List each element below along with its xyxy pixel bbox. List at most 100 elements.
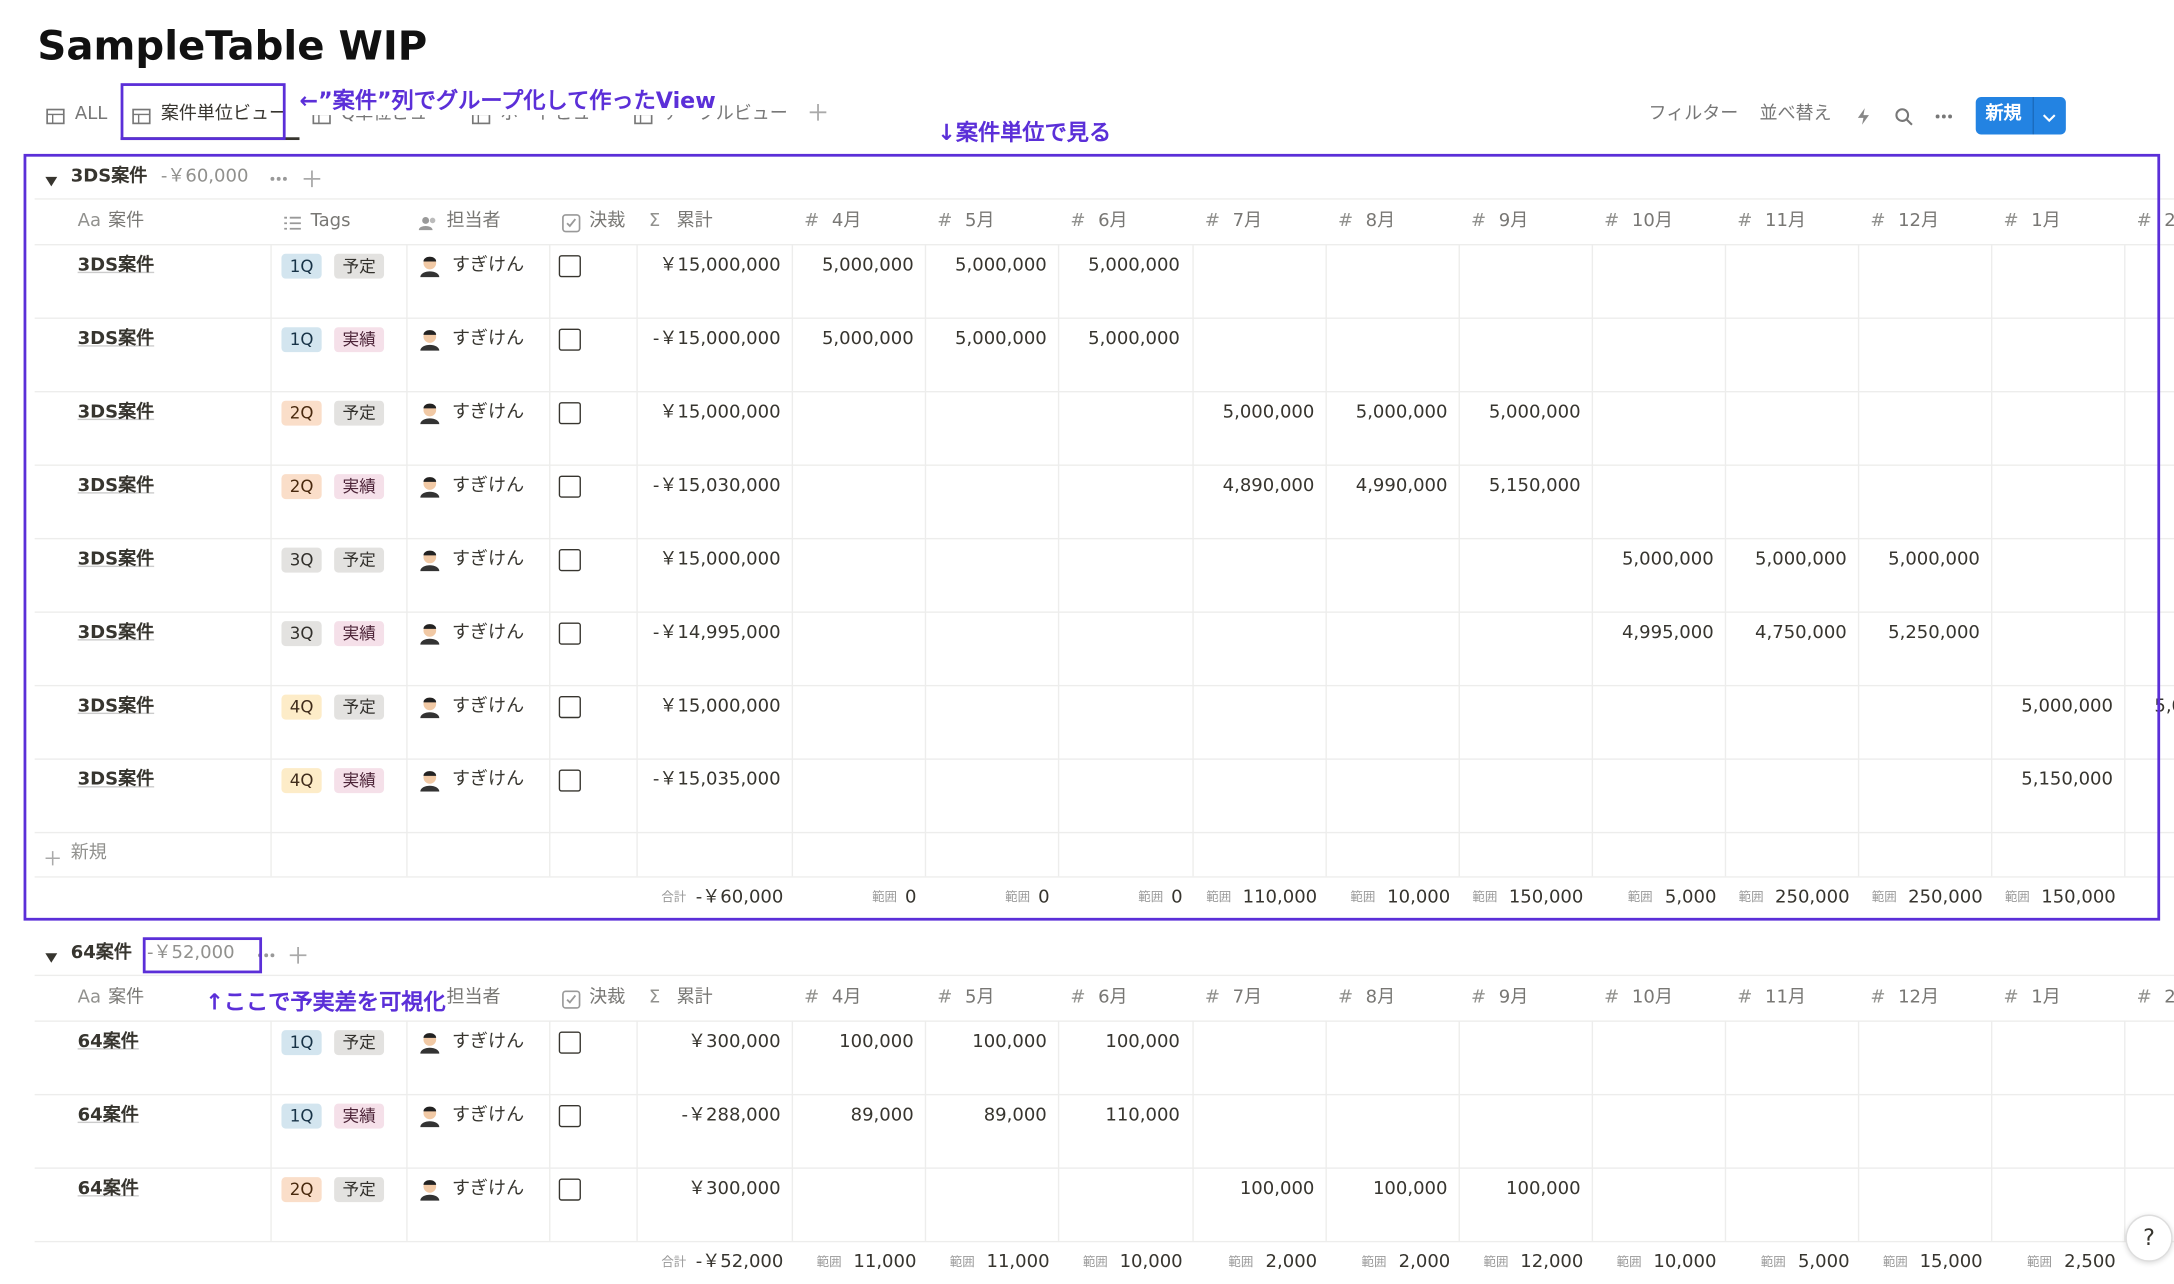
checkbox[interactable] bbox=[558, 402, 581, 425]
tag-pill: 3Q bbox=[281, 621, 322, 647]
footer-label: 範囲 bbox=[872, 891, 898, 906]
group-add bbox=[288, 944, 307, 964]
column-border bbox=[406, 1020, 408, 1241]
footer-label: 範囲 bbox=[2004, 891, 2030, 906]
footer-value: 0 bbox=[1038, 887, 1050, 909]
annotation-text: ↑ここで予実差を可視化 bbox=[205, 983, 446, 1017]
row-name: 3DS案件 bbox=[77, 402, 155, 423]
tag-pill: 実績 bbox=[334, 327, 385, 353]
row-border bbox=[34, 1167, 2174, 1169]
footer-value: 0 bbox=[904, 887, 917, 909]
month-cell: 5,000,000 bbox=[2021, 696, 2113, 717]
checkbox[interactable] bbox=[558, 255, 581, 278]
month-cell: 110,000 bbox=[1105, 1105, 1180, 1126]
column-border bbox=[636, 1020, 638, 1241]
group-toggle bbox=[43, 169, 60, 187]
group-toggle bbox=[43, 946, 60, 963]
footer-label: 範囲 bbox=[1005, 891, 1031, 906]
column-border bbox=[1724, 244, 1727, 877]
column-icon-svg bbox=[284, 216, 301, 230]
tag-pill: 1Q bbox=[281, 253, 322, 279]
tag-pill: 実績 bbox=[334, 474, 385, 500]
tag-pill: 予定 bbox=[334, 253, 385, 279]
footer-value: 2,000 bbox=[1265, 1251, 1318, 1273]
month-cell: 4,990,000 bbox=[1355, 475, 1448, 497]
new-button[interactable] bbox=[1975, 97, 2066, 135]
avatar bbox=[419, 549, 441, 572]
more-icon-svg bbox=[1935, 114, 1953, 119]
column-border bbox=[270, 244, 272, 877]
person-name: すぎけん bbox=[451, 549, 525, 570]
column-icon-svg bbox=[562, 990, 581, 1009]
toolbar-button[interactable]: 並べ替え bbox=[1759, 103, 1832, 125]
column-icon: # bbox=[2003, 987, 2019, 1008]
help-button[interactable]: ? bbox=[2125, 1214, 2173, 1262]
column-icon: # bbox=[1604, 987, 1620, 1008]
column-icon: # bbox=[1070, 210, 1086, 232]
checkbox[interactable] bbox=[558, 475, 581, 498]
month-cell: 100,000 bbox=[839, 1031, 914, 1053]
row-name: 64案件 bbox=[77, 1031, 139, 1053]
column-icon: # bbox=[2136, 987, 2152, 1008]
column-border bbox=[270, 1020, 272, 1241]
new-button-label[interactable]: 新規 bbox=[1985, 103, 2022, 125]
footer-label: 範囲 bbox=[2027, 1256, 2052, 1271]
column-icon: # bbox=[1337, 987, 1354, 1008]
column-border bbox=[2124, 1020, 2126, 1241]
group-more-svg bbox=[270, 176, 287, 181]
column-icon: # bbox=[1870, 210, 1886, 232]
footer-value: -￥52,000 bbox=[695, 1251, 784, 1273]
column-border bbox=[924, 1020, 927, 1241]
total-cell: ￥15,000,000 bbox=[659, 402, 781, 423]
footer-value: 150,000 bbox=[2041, 887, 2116, 909]
column-icon: # bbox=[1471, 987, 1487, 1008]
checkbox[interactable] bbox=[558, 1031, 581, 1054]
footer-label: 範囲 bbox=[1472, 891, 1498, 906]
group-name: 3DS案件 bbox=[70, 166, 148, 188]
checkbox[interactable] bbox=[558, 1105, 581, 1128]
add-view[interactable] bbox=[808, 101, 827, 121]
column-icon: # bbox=[1870, 987, 1886, 1008]
checkbox[interactable] bbox=[558, 328, 581, 351]
group-toggle-svg bbox=[45, 176, 58, 187]
tag-pill: 予定 bbox=[334, 1177, 385, 1203]
column-header: 4月 bbox=[831, 210, 862, 232]
column-border bbox=[1857, 1020, 1860, 1241]
column-border bbox=[1990, 244, 1993, 877]
toolbar-button[interactable]: フィルター bbox=[1648, 103, 1739, 125]
column-header: 1月 bbox=[2031, 210, 2061, 232]
column-header: 12月 bbox=[1898, 210, 1940, 232]
footer-label: 範囲 bbox=[1760, 1256, 1786, 1271]
month-cell: 4,890,000 bbox=[1222, 475, 1315, 497]
footer-value: 2,000 bbox=[1398, 1251, 1451, 1273]
add-row-icon bbox=[44, 846, 61, 866]
checkbox[interactable] bbox=[558, 1178, 581, 1201]
column-header: 案件 bbox=[108, 987, 145, 1008]
footer-value: -￥60,000 bbox=[695, 887, 784, 909]
checkbox[interactable] bbox=[558, 549, 581, 572]
column-icon: # bbox=[1070, 987, 1086, 1008]
footer-value: 2,500 bbox=[2064, 1251, 2116, 1273]
checkbox[interactable] bbox=[558, 622, 581, 645]
row-border bbox=[34, 244, 2174, 246]
view-tab[interactable]: ALL bbox=[74, 103, 108, 125]
column-icon: Σ bbox=[648, 210, 661, 232]
group-name: 64案件 bbox=[70, 942, 132, 964]
person-name: すぎけん bbox=[451, 696, 525, 717]
add-row[interactable]: 新規 bbox=[70, 842, 107, 864]
column-header: 6月 bbox=[1098, 210, 1128, 232]
column-border bbox=[636, 244, 638, 877]
view-tab[interactable]: 案件単位ビュー bbox=[160, 103, 288, 125]
column-header: 9月 bbox=[1498, 987, 1529, 1008]
footer-value: 0 bbox=[1171, 887, 1183, 909]
column-header: 8月 bbox=[1365, 210, 1396, 232]
person-name: すぎけん bbox=[451, 1031, 525, 1053]
avatar bbox=[419, 255, 441, 278]
avatar bbox=[419, 769, 441, 792]
checkbox[interactable] bbox=[558, 696, 581, 719]
tag-pill: 1Q bbox=[281, 1030, 322, 1056]
checkbox[interactable] bbox=[558, 769, 581, 792]
column-header: 7月 bbox=[1232, 210, 1263, 232]
column-icon: # bbox=[1737, 210, 1753, 232]
